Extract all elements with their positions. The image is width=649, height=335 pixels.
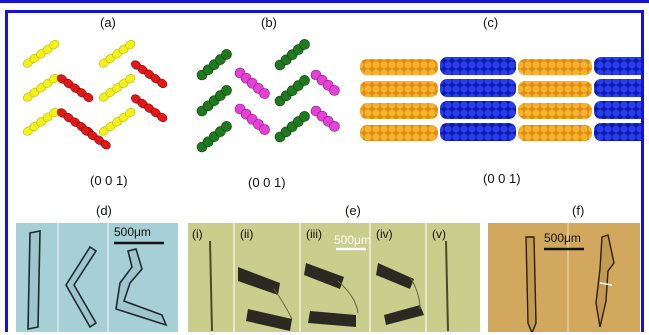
panel-c-blue-block-2 — [594, 57, 641, 141]
panel-d-scale-label: 500μm — [114, 225, 151, 239]
figure-frame: (a) (b) (c) (0 0 1) — [5, 10, 644, 332]
panel-e-micrograph: (i) (ii) (iii) (iv) (v) 500μm — [188, 223, 480, 332]
panel-c-orange-block-2 — [518, 59, 592, 141]
panel-a-packing — [23, 39, 168, 150]
panel-e-frames — [209, 223, 449, 332]
panel-d-label: (d) — [96, 203, 112, 218]
panel-d-crystals — [27, 223, 168, 332]
panel-e-sub-iii: (iii) — [306, 227, 322, 241]
panel-e-sub-iv: (iv) — [376, 227, 393, 241]
panel-a-plane: (0 0 1) — [90, 173, 128, 188]
top-rule — [0, 0, 649, 3]
panel-a-label: (a) — [100, 15, 116, 30]
panel-c-blue-block-1 — [440, 57, 516, 141]
panel-f-scale-label: 500μm — [544, 231, 581, 245]
panel-b-packing — [196, 39, 340, 153]
panel-b-plane: (0 0 1) — [248, 175, 286, 190]
panel-f-micrograph: 500μm — [488, 223, 640, 332]
panel-e-scale-label: 500μm — [334, 233, 371, 247]
panel-c-packing — [360, 57, 641, 141]
panel-f-crystals — [525, 223, 615, 332]
panel-c-label: (c) — [483, 15, 499, 30]
panel-e-label: (e) — [345, 203, 361, 218]
panel-e-sub-v: (v) — [432, 227, 446, 241]
panel-b-label: (b) — [261, 15, 277, 30]
panel-a-molecules — [23, 39, 168, 150]
panel-f-label: (f) — [572, 203, 585, 218]
panel-c-orange-block-1 — [360, 59, 438, 141]
panel-d-micrograph: 500μm — [16, 223, 178, 332]
panel-c-plane: (0 0 1) — [483, 171, 521, 186]
panel-e-sub-i: (i) — [192, 227, 203, 241]
panel-e-sub-ii: (ii) — [240, 227, 254, 241]
